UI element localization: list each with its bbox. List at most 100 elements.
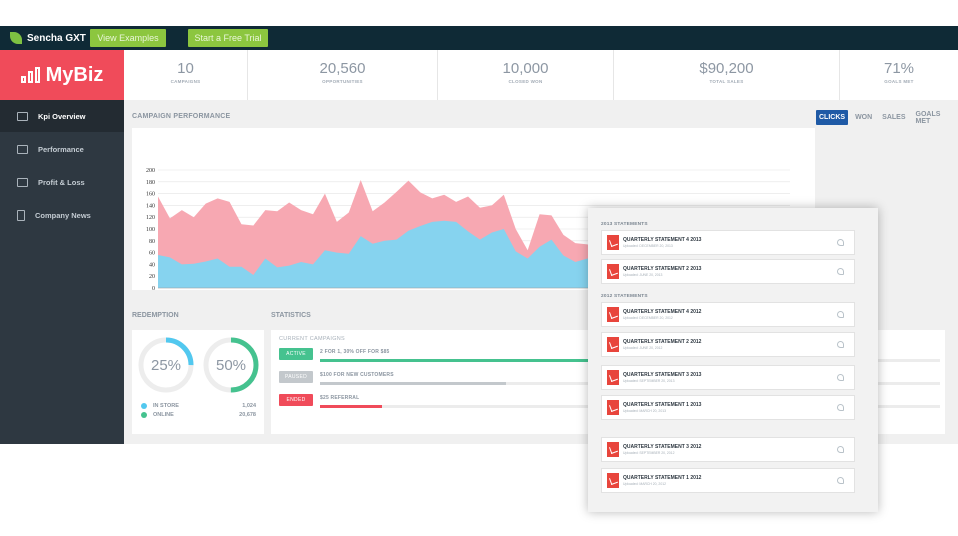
statement-title: QUARTERLY STATEMENT 2 2013 [623, 266, 702, 272]
sidebar-item-company-news[interactable]: Company News [0, 199, 124, 231]
legend-dot [141, 403, 147, 409]
pdf-icon [607, 370, 619, 385]
statement-row[interactable]: QUARTERLY STATEMENT 2 2013 Uploaded: JUNE… [601, 259, 855, 284]
donut-arc [203, 337, 259, 393]
statement-upload-date: Uploaded: DECEMBER 20, 2013 [623, 244, 673, 248]
pdf-icon [607, 400, 619, 415]
current-campaigns-label: CURRENT CAMPAIGNS [279, 336, 346, 342]
metric-tabs: CLICKS WON SALES GOALS MET [816, 110, 958, 125]
start-trial-button[interactable]: Start a Free Trial [188, 29, 268, 47]
statement-upload-date: Uploaded: MARCH 20, 2013 [623, 409, 666, 413]
section-label-2013: 2013 STATEMENTS [601, 222, 648, 227]
donut-percent: 25% [151, 357, 181, 374]
brand[interactable]: Sencha GXT [10, 31, 86, 45]
redemption-title: REDEMPTION [132, 312, 179, 319]
statement-row[interactable]: QUARTERLY STATEMENT 3 2013 Uploaded: SEPT… [601, 365, 855, 390]
presentation-icon [17, 111, 28, 121]
legend-label: ONLINE [153, 412, 174, 418]
sidebar-item-label: Profit & Loss [38, 177, 85, 187]
tab-goals-met[interactable]: GOALS MET [915, 110, 941, 125]
kpi-value: 71% [883, 60, 915, 77]
campaign-name: $25 REFERRAL [320, 395, 360, 401]
statement-row[interactable]: QUARTERLY STATEMENT 4 2012 Uploaded: DECE… [601, 302, 855, 327]
status-badge: ENDED [279, 394, 313, 406]
y-tick-label: 80 [149, 239, 155, 245]
progress-fill [320, 382, 506, 385]
sidebar-item-profit-loss[interactable]: Profit & Loss [0, 166, 124, 198]
download-cloud-icon[interactable] [837, 311, 844, 318]
statement-title: QUARTERLY STATEMENT 2 2012 [623, 339, 702, 345]
progress-fill [320, 405, 382, 408]
kpi-closed-won: 10,000 CLOSED WON [438, 50, 614, 100]
kpi-label: OPPORTUNITIES [322, 79, 363, 84]
statement-upload-date: Uploaded: JUNE 20, 2013 [623, 273, 663, 277]
y-tick-label: 180 [146, 180, 155, 186]
status-badge: PAUSED [279, 371, 313, 383]
statement-title: QUARTERLY STATEMENT 4 2012 [623, 309, 702, 315]
kpi-value: 10,000 [502, 60, 549, 77]
kpi-label: CLOSED WON [508, 79, 543, 84]
kpi-value: 10 [177, 60, 194, 77]
redemption-card: 25% 50% IN STORE 1,024 ONLINE 20,678 [132, 330, 264, 434]
bars-icon [20, 67, 40, 83]
tab-clicks[interactable]: CLICKS [816, 110, 849, 125]
pdf-icon [607, 473, 619, 488]
mybiz-logo[interactable]: MyBiz [0, 50, 124, 100]
kpi-label: TOTAL SALES [709, 79, 744, 84]
download-cloud-icon[interactable] [837, 477, 844, 484]
donut-percent: 50% [216, 357, 246, 374]
pdf-icon [607, 264, 619, 279]
download-cloud-icon[interactable] [837, 268, 844, 275]
statement-title: QUARTERLY STATEMENT 1 2013 [623, 402, 702, 408]
pdf-icon [607, 442, 619, 457]
statement-upload-date: Uploaded: MARCH 20, 2012 [623, 482, 666, 486]
statement-row[interactable]: QUARTERLY STATEMENT 3 2012 Uploaded: SEPT… [601, 437, 855, 462]
pdf-icon [607, 235, 619, 250]
kpi-row: 10 CAMPAIGNS 20,560 OPPORTUNITIES 10,000 CL… [124, 50, 958, 100]
download-cloud-icon[interactable] [837, 404, 844, 411]
y-tick-label: 40 [149, 262, 155, 268]
sidebar-item-label: Kpi Overview [38, 111, 86, 121]
download-cloud-icon[interactable] [837, 446, 844, 453]
kpi-opportunities: 20,560 OPPORTUNITIES [248, 50, 438, 100]
sidebar-item-label: Company News [35, 210, 91, 220]
statistics-title: STATISTICS [271, 312, 311, 319]
statement-upload-date: Uploaded: JUNE 20, 2012 [623, 346, 663, 350]
legend-online: ONLINE 20,678 [141, 412, 256, 418]
pdf-icon [607, 307, 619, 322]
view-examples-button[interactable]: View Examples [90, 29, 166, 47]
document-icon [17, 209, 25, 221]
statement-row[interactable]: QUARTERLY STATEMENT 1 2013 Uploaded: MARC… [601, 395, 855, 420]
statement-upload-date: Uploaded: SEPTEMBER 20, 2012 [623, 451, 675, 455]
campaign-name: $100 FOR NEW CUSTOMERS [320, 372, 394, 378]
statement-row[interactable]: QUARTERLY STATEMENT 1 2012 Uploaded: MARC… [601, 468, 855, 493]
statement-title: QUARTERLY STATEMENT 4 2013 [623, 237, 702, 243]
y-tick-label: 120 [146, 215, 155, 221]
kpi-total-sales: $90,200 TOTAL SALES [614, 50, 840, 100]
money-icon [17, 177, 28, 187]
y-tick-label: 160 [146, 192, 155, 198]
y-tick-label: 20 [149, 274, 155, 280]
statement-title: QUARTERLY STATEMENT 3 2012 [623, 444, 702, 450]
download-cloud-icon[interactable] [837, 374, 844, 381]
y-tick-label: 0 [152, 286, 155, 290]
statement-row[interactable]: QUARTERLY STATEMENT 2 2012 Uploaded: JUNE… [601, 332, 855, 357]
download-cloud-icon[interactable] [837, 341, 844, 348]
sidebar-item-performance[interactable]: Performance [0, 133, 124, 165]
sidebar-item-kpi-overview[interactable]: Kpi Overview [0, 100, 124, 132]
tab-sales[interactable]: SALES [882, 114, 906, 121]
y-tick-label: 60 [149, 251, 155, 257]
kpi-label: GOALS MET [884, 79, 914, 84]
tab-won[interactable]: WON [855, 114, 873, 121]
statement-row[interactable]: QUARTERLY STATEMENT 4 2013 Uploaded: DECE… [601, 230, 855, 255]
inbox-icon [17, 144, 28, 154]
logo-text: MyBiz [45, 63, 104, 86]
campaign-name: 2 FOR 1, 30% OFF FOR $85 [320, 349, 390, 355]
sidebar-item-label: Performance [38, 144, 84, 154]
donut-in-store: 25% [138, 337, 194, 393]
kpi-value: $90,200 [699, 60, 754, 77]
legend-dot [141, 412, 147, 418]
statement-upload-date: Uploaded: DECEMBER 20, 2012 [623, 316, 673, 320]
download-cloud-icon[interactable] [837, 239, 844, 246]
sidebar: Kpi Overview Performance Profit & Loss C… [0, 100, 124, 444]
